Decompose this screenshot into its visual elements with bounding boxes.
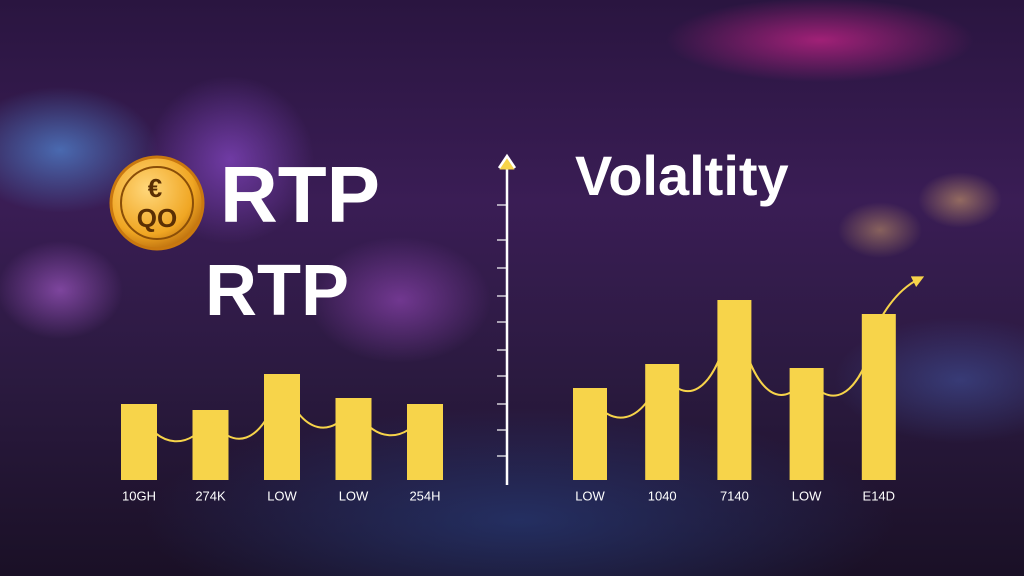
- bar: [192, 410, 229, 480]
- bar: [407, 404, 443, 480]
- x-tick-label: LOW: [339, 488, 369, 503]
- trend-curve: [589, 276, 925, 419]
- bar: [335, 398, 372, 480]
- coin: € QO: [109, 155, 205, 251]
- x-tick-label: LOW: [267, 488, 297, 503]
- x-tick-label: 1040: [648, 488, 677, 503]
- axis: [497, 153, 517, 485]
- heading: RTP: [220, 150, 380, 239]
- x-tick-label: 7140: [720, 488, 749, 503]
- coin-symbol: €: [148, 173, 162, 203]
- x-tick-label: LOW: [792, 488, 822, 503]
- bar: [121, 404, 157, 480]
- chart-title: RTP: [205, 251, 349, 331]
- chart-title: Volaltity: [575, 144, 789, 207]
- bar: [645, 364, 680, 480]
- x-tick-label: LOW: [575, 488, 605, 503]
- x-tick-label: 254H: [409, 488, 440, 503]
- bar: [717, 300, 752, 480]
- bar: [264, 374, 300, 480]
- x-tick-label: 10GH: [122, 488, 156, 503]
- bar: [789, 368, 824, 480]
- x-tick-label: 274K: [195, 488, 226, 503]
- bar: [861, 314, 896, 480]
- trend-curve: [138, 378, 426, 443]
- coin-text: QO: [137, 203, 177, 233]
- x-tick-label: E14D: [863, 488, 896, 503]
- bar: [573, 388, 607, 480]
